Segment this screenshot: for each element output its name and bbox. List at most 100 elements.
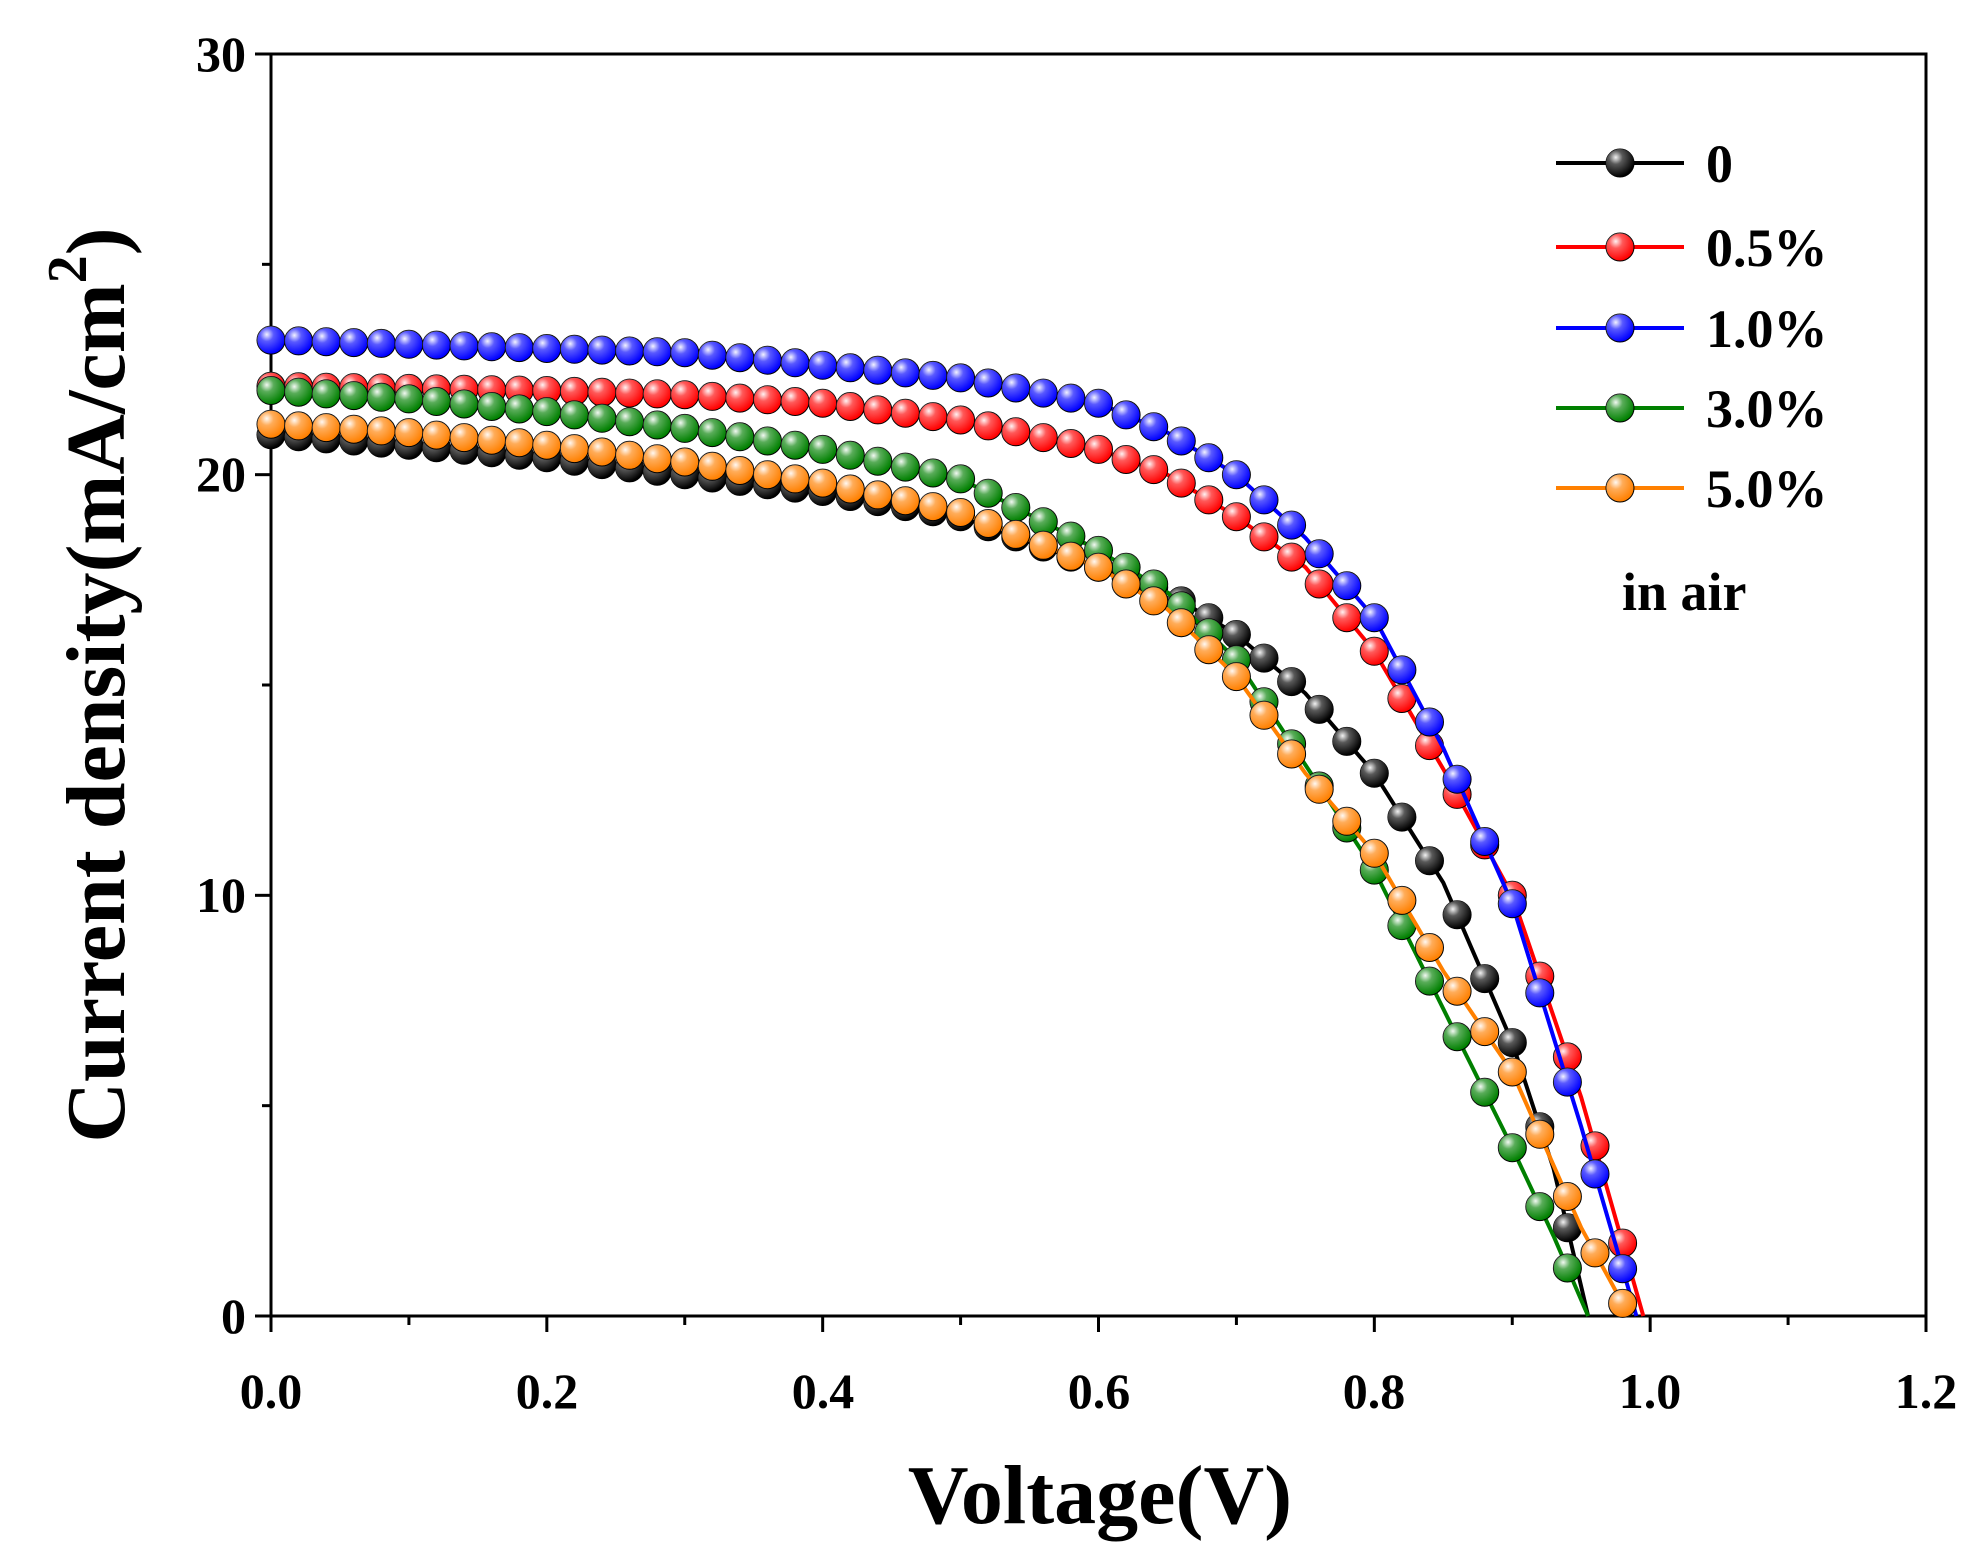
data-point-shine bbox=[1084, 435, 1113, 464]
data-point-shine bbox=[588, 404, 616, 433]
data-point-shine bbox=[422, 421, 451, 450]
data-point-shine bbox=[891, 399, 920, 428]
data-point-shine bbox=[532, 376, 561, 405]
data-point-shine bbox=[1498, 889, 1527, 918]
data-point-shine bbox=[1194, 485, 1223, 514]
data-point-shine bbox=[1498, 1028, 1527, 1057]
data-point-shine bbox=[836, 353, 865, 382]
data-point-shine bbox=[919, 459, 947, 487]
data-point-shine bbox=[1443, 977, 1472, 1006]
data-point-shine bbox=[974, 411, 1003, 440]
data-point-shine bbox=[1056, 522, 1085, 551]
data-point-shine bbox=[1525, 978, 1554, 1007]
data-point-shine bbox=[615, 337, 644, 365]
data-point-shine bbox=[532, 334, 561, 363]
plot-frame bbox=[269, 52, 1928, 1318]
data-point-shine bbox=[753, 346, 782, 375]
legend-label: 5.0% bbox=[1706, 459, 1828, 519]
data-point-shine bbox=[1332, 571, 1361, 600]
data-point-shine bbox=[670, 380, 699, 409]
y-tick-labels: 0 10 20 30 bbox=[196, 26, 246, 1344]
legend-entry: 3.0% bbox=[1556, 379, 1828, 439]
data-point-shine bbox=[1250, 522, 1278, 551]
data-point-shine bbox=[1470, 964, 1499, 993]
data-point-shine bbox=[477, 332, 506, 361]
data-point-shine bbox=[560, 400, 589, 429]
data-point-shine bbox=[1360, 637, 1389, 666]
data-point-shine bbox=[339, 381, 368, 410]
data-point-shine bbox=[643, 444, 672, 473]
axis-ticks bbox=[255, 52, 1928, 1332]
series-5.0% bbox=[256, 409, 1638, 1318]
data-point-shine bbox=[615, 407, 644, 436]
data-point-shine bbox=[284, 378, 313, 407]
data-point-shine bbox=[1581, 1160, 1609, 1188]
legend-marker-shine bbox=[1606, 394, 1634, 422]
data-point-shine bbox=[1443, 765, 1472, 794]
data-point-shine bbox=[588, 438, 616, 466]
data-point-shine bbox=[781, 431, 810, 460]
data-point-shine bbox=[394, 330, 423, 359]
data-point-shine bbox=[450, 331, 479, 360]
data-point-shine bbox=[422, 387, 451, 416]
data-point-shine bbox=[1553, 1182, 1582, 1211]
data-point-shine bbox=[1332, 727, 1361, 756]
data-point-shine bbox=[1222, 460, 1251, 489]
data-point-shine bbox=[919, 361, 947, 390]
data-point-shine bbox=[588, 378, 616, 407]
data-point-shine bbox=[1084, 389, 1113, 418]
data-point-shine bbox=[257, 376, 285, 405]
data-point-shine bbox=[781, 387, 810, 416]
data-point-shine bbox=[1360, 839, 1389, 868]
data-point-shine bbox=[312, 413, 341, 442]
data-point-shine bbox=[1553, 1068, 1582, 1097]
data-point-shine bbox=[257, 410, 285, 439]
legend-label: 1.0% bbox=[1706, 299, 1828, 359]
data-point-shine bbox=[1139, 455, 1168, 484]
data-point-shine bbox=[698, 382, 727, 411]
data-point-shine bbox=[1332, 807, 1361, 836]
data-point-shine bbox=[1222, 502, 1251, 531]
data-point-shine bbox=[1581, 1238, 1609, 1267]
data-point-shine bbox=[1387, 911, 1416, 940]
data-point-shine bbox=[670, 414, 699, 443]
data-point-shine bbox=[863, 447, 892, 476]
data-point-shine bbox=[1443, 1022, 1472, 1051]
data-point-shine bbox=[1112, 570, 1141, 598]
annotation-in-air: in air bbox=[1622, 562, 1747, 622]
data-point-shine bbox=[643, 411, 672, 439]
data-point-shine bbox=[1112, 445, 1141, 474]
legend-entry: 1.0% bbox=[1556, 299, 1828, 359]
data-point-shine bbox=[1277, 740, 1306, 768]
legend-marker-shine bbox=[1606, 233, 1634, 261]
data-point-shine bbox=[946, 464, 975, 493]
data-point-shine bbox=[560, 335, 589, 364]
data-point-shine bbox=[394, 418, 423, 447]
x-tick-label: 0.8 bbox=[1343, 1363, 1406, 1419]
data-point-shine bbox=[1029, 379, 1058, 408]
data-point-shine bbox=[753, 385, 782, 414]
data-point-shine bbox=[1608, 1254, 1637, 1283]
data-point-shine bbox=[946, 498, 975, 527]
data-point-shine bbox=[1387, 803, 1416, 832]
data-point-shine bbox=[891, 358, 920, 387]
data-point-shine bbox=[1553, 1213, 1582, 1242]
series-line bbox=[270, 388, 1590, 1317]
data-point-shine bbox=[1250, 644, 1278, 673]
data-point-shine bbox=[781, 464, 810, 493]
y-axis-title: Current density(mA/cm2) bbox=[37, 227, 143, 1142]
legend-entry: 5.0% bbox=[1556, 459, 1828, 519]
data-point-shine bbox=[1056, 384, 1085, 413]
data-point-shine bbox=[1029, 423, 1058, 452]
data-point-shine bbox=[974, 369, 1003, 397]
data-point-shine bbox=[1553, 1254, 1582, 1282]
data-point-shine bbox=[1139, 412, 1168, 441]
data-point-shine bbox=[1056, 542, 1085, 571]
data-point-shine bbox=[367, 383, 396, 412]
data-point-shine bbox=[836, 475, 865, 503]
data-point-shine bbox=[1305, 539, 1334, 568]
data-point-shine bbox=[1332, 603, 1361, 632]
data-point-shine bbox=[505, 428, 534, 457]
legend-label: 3.0% bbox=[1706, 379, 1828, 439]
